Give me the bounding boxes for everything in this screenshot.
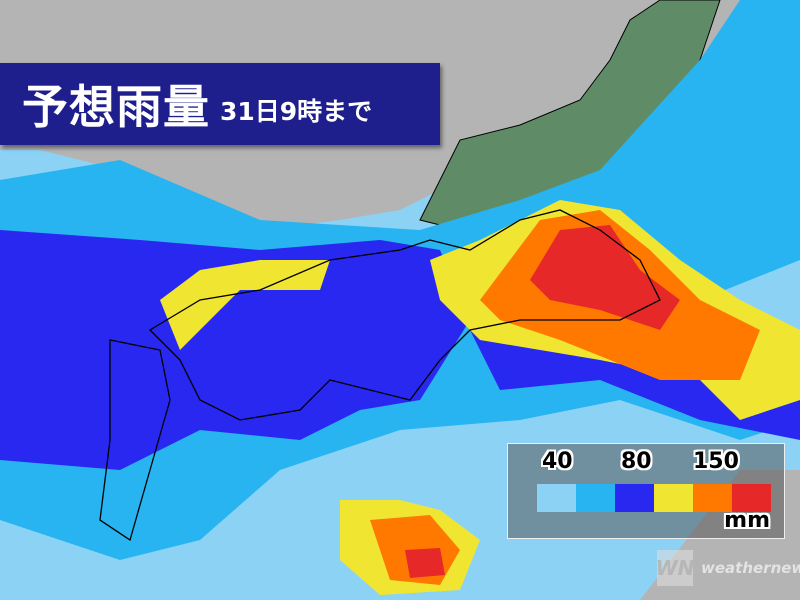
legend-swatch	[654, 484, 693, 512]
weathernews-watermark: WN weathernews	[656, 550, 800, 586]
rainfall-legend: 40 80 150 mm	[507, 443, 785, 539]
legend-swatch	[693, 484, 732, 512]
rain-band-heavy	[0, 230, 470, 470]
title-subtitle: 31日9時まで	[220, 97, 373, 126]
rain-extreme-east	[530, 225, 680, 330]
legend-label-80: 80	[621, 449, 652, 474]
title-banner: 予想雨量 31日9時まで	[0, 63, 440, 145]
legend-color-bar	[537, 484, 771, 512]
legend-label-150: 150	[693, 449, 739, 474]
legend-swatch	[576, 484, 615, 512]
coastline	[99, 209, 661, 542]
title-main: 予想雨量	[22, 80, 210, 134]
legend-swatch	[732, 484, 771, 512]
legend-swatch	[615, 484, 654, 512]
legend-unit: mm	[724, 508, 770, 533]
rain-very-heavy-west	[160, 260, 330, 350]
brand-name: weathernews	[701, 559, 800, 577]
legend-label-40: 40	[542, 449, 573, 474]
rain-south-blob-red	[405, 548, 445, 578]
wn-logo-icon: WN	[656, 550, 694, 586]
legend-swatch	[537, 484, 576, 512]
